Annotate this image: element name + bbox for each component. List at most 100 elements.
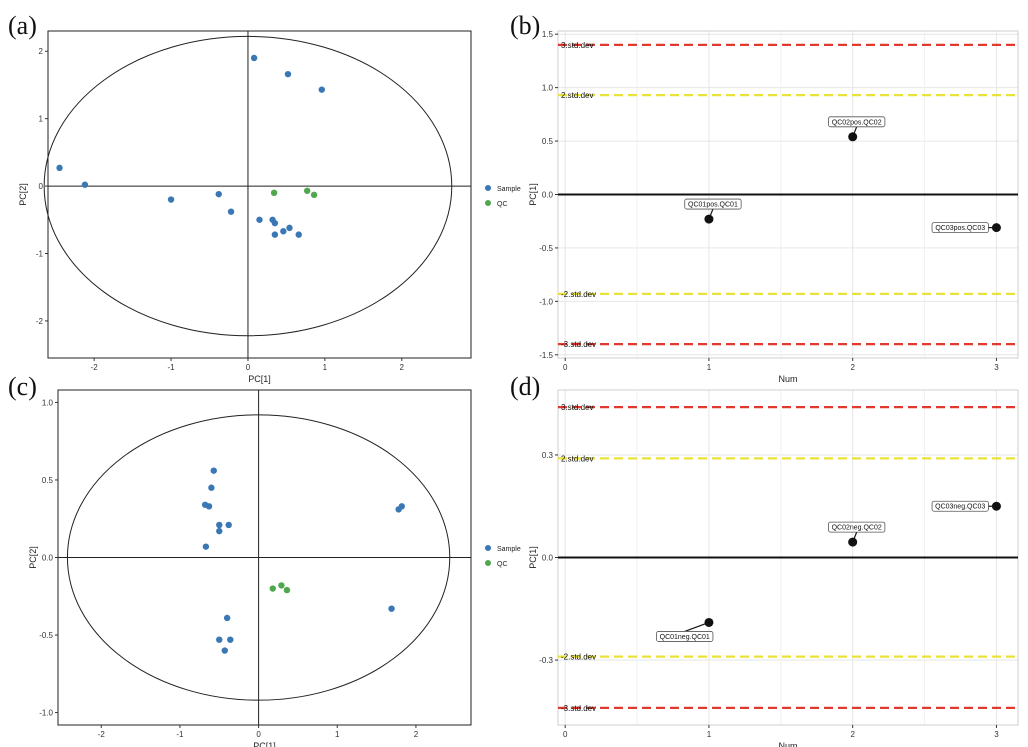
annotation-box	[828, 116, 886, 128]
std-dev-label: -2.std.dev	[561, 290, 596, 299]
sample-point	[223, 614, 231, 622]
sample-point	[225, 521, 232, 529]
sample-point	[215, 190, 222, 198]
sample-point	[216, 521, 223, 529]
legend-marker-sample	[485, 185, 491, 191]
x-axis-title: Num	[778, 741, 797, 747]
annotation-label: QC02pos.QC02	[832, 119, 882, 126]
panel-label: (a)	[8, 11, 37, 40]
annotation-leader	[852, 126, 858, 138]
y-tick-label: -2	[36, 317, 44, 326]
annotation-label: QC03pos.QC03	[935, 225, 985, 232]
x-tick-label: 1	[323, 363, 328, 372]
sample-point	[210, 467, 217, 474]
legend: Sample QC	[485, 185, 521, 208]
x-tick-label: 1	[335, 730, 340, 739]
std-dev-label: 3.std.dev	[561, 41, 593, 50]
annotation-leader	[684, 621, 710, 633]
x-axis-title: PC[1]	[248, 374, 271, 384]
x-tick-label: 1	[707, 363, 712, 372]
y-axis-title: PC[2]	[18, 183, 28, 206]
panel-d: (d) 0 1 2 3 -0.3 0.0 0.3 Num PC[1] 3.std.dev 2.std.…	[510, 372, 1019, 747]
sample-point	[227, 208, 235, 215]
x-tick-label: 3	[994, 363, 999, 372]
y-tick-label: 0.5	[542, 137, 554, 146]
sample-point	[202, 543, 210, 550]
y-tick-label: 2	[39, 47, 44, 56]
qc-point	[278, 582, 285, 589]
x-tick-label: 1	[707, 730, 712, 739]
y-axis-title: PC[2]	[28, 546, 38, 569]
x-tick-label: 2	[850, 363, 855, 372]
y-tick-label: 0.0	[42, 554, 54, 563]
x-axis-title: PC[1]	[253, 741, 276, 747]
x-tick-label: 2	[400, 363, 405, 372]
x-tick-label: 0	[256, 730, 261, 739]
sample-point	[167, 196, 175, 203]
y-tick-label: 0	[39, 182, 44, 191]
qc-point	[283, 586, 291, 594]
y-tick-label: 1.0	[42, 398, 54, 407]
sample-point	[250, 54, 258, 62]
y-tick-label: -1.0	[39, 709, 53, 718]
sample-point	[280, 228, 287, 235]
sample-point	[216, 636, 223, 643]
y-axis-title: PC[1]	[528, 546, 538, 569]
x-tick-label: 0	[563, 730, 568, 739]
annotation-leader	[708, 208, 714, 220]
y-tick-label: 1.5	[542, 30, 554, 39]
sample-point	[388, 605, 395, 612]
sample-point	[256, 216, 263, 223]
std-dev-label: 2.std.dev	[561, 454, 593, 463]
qc-point	[310, 191, 318, 199]
annotation-label: QC02neg.QC02	[832, 525, 882, 532]
legend-label: QC	[497, 561, 508, 568]
sample-point	[318, 86, 325, 93]
x-tick-label: -1	[176, 730, 184, 739]
sample-point	[284, 70, 292, 78]
x-tick-label: 2	[850, 730, 855, 739]
std-dev-label: -3.std.dev	[561, 340, 596, 349]
annotation-box	[656, 631, 714, 642]
sample-point	[216, 527, 223, 535]
confidence-ellipse	[43, 35, 453, 337]
legend-label: Sample	[497, 186, 521, 193]
legend-label: QC	[497, 201, 508, 208]
y-tick-label: -0.3	[539, 656, 553, 665]
sample-point	[221, 647, 228, 654]
y-tick-label: -1	[36, 249, 44, 258]
confidence-ellipse	[66, 414, 451, 701]
sample-point	[56, 164, 63, 172]
qc-point	[270, 189, 278, 197]
y-tick-label: 1	[39, 115, 44, 124]
x-tick-label: -1	[167, 363, 175, 372]
sample-point	[271, 231, 279, 238]
std-dev-label: 3.std.dev	[561, 403, 593, 412]
y-tick-label: -0.5	[539, 244, 553, 253]
annotation-box	[684, 198, 742, 210]
y-tick-label: 0.3	[542, 451, 554, 460]
y-tick-label: -1.5	[539, 351, 553, 360]
sample-point	[81, 181, 89, 188]
panel-label: (b)	[510, 11, 540, 40]
y-tick-label: 0.0	[542, 191, 554, 200]
annotation-label: QC03neg.QC03	[935, 504, 985, 511]
std-dev-label: 2.std.dev	[561, 91, 593, 100]
y-tick-label: 0.5	[42, 476, 54, 485]
annotation-label: QC01pos.QC01	[688, 202, 738, 209]
sample-point	[286, 224, 293, 232]
sample-point	[271, 219, 279, 227]
annotation-box	[828, 521, 886, 533]
panel-a: (a) -2 -1 0 1 2 -2 -1 0 1 2 PC[1] PC[2] Sample QC	[8, 11, 521, 384]
legend: Sample QC	[485, 545, 521, 568]
sample-point	[227, 636, 234, 643]
sample-point	[205, 503, 213, 510]
panel-c: (c) -2 -1 0 1 2 -1.0 -0.5 0.0 0.5 1.0 PC[1] PC[2] Sam…	[8, 372, 521, 747]
y-tick-label: 0.0	[542, 554, 554, 563]
x-tick-label: 0	[246, 363, 251, 372]
annotation-label: QC01neg.QC01	[660, 634, 710, 641]
sample-point	[398, 503, 405, 510]
y-tick-label: -0.5	[39, 631, 53, 640]
legend-marker-qc	[485, 560, 491, 566]
